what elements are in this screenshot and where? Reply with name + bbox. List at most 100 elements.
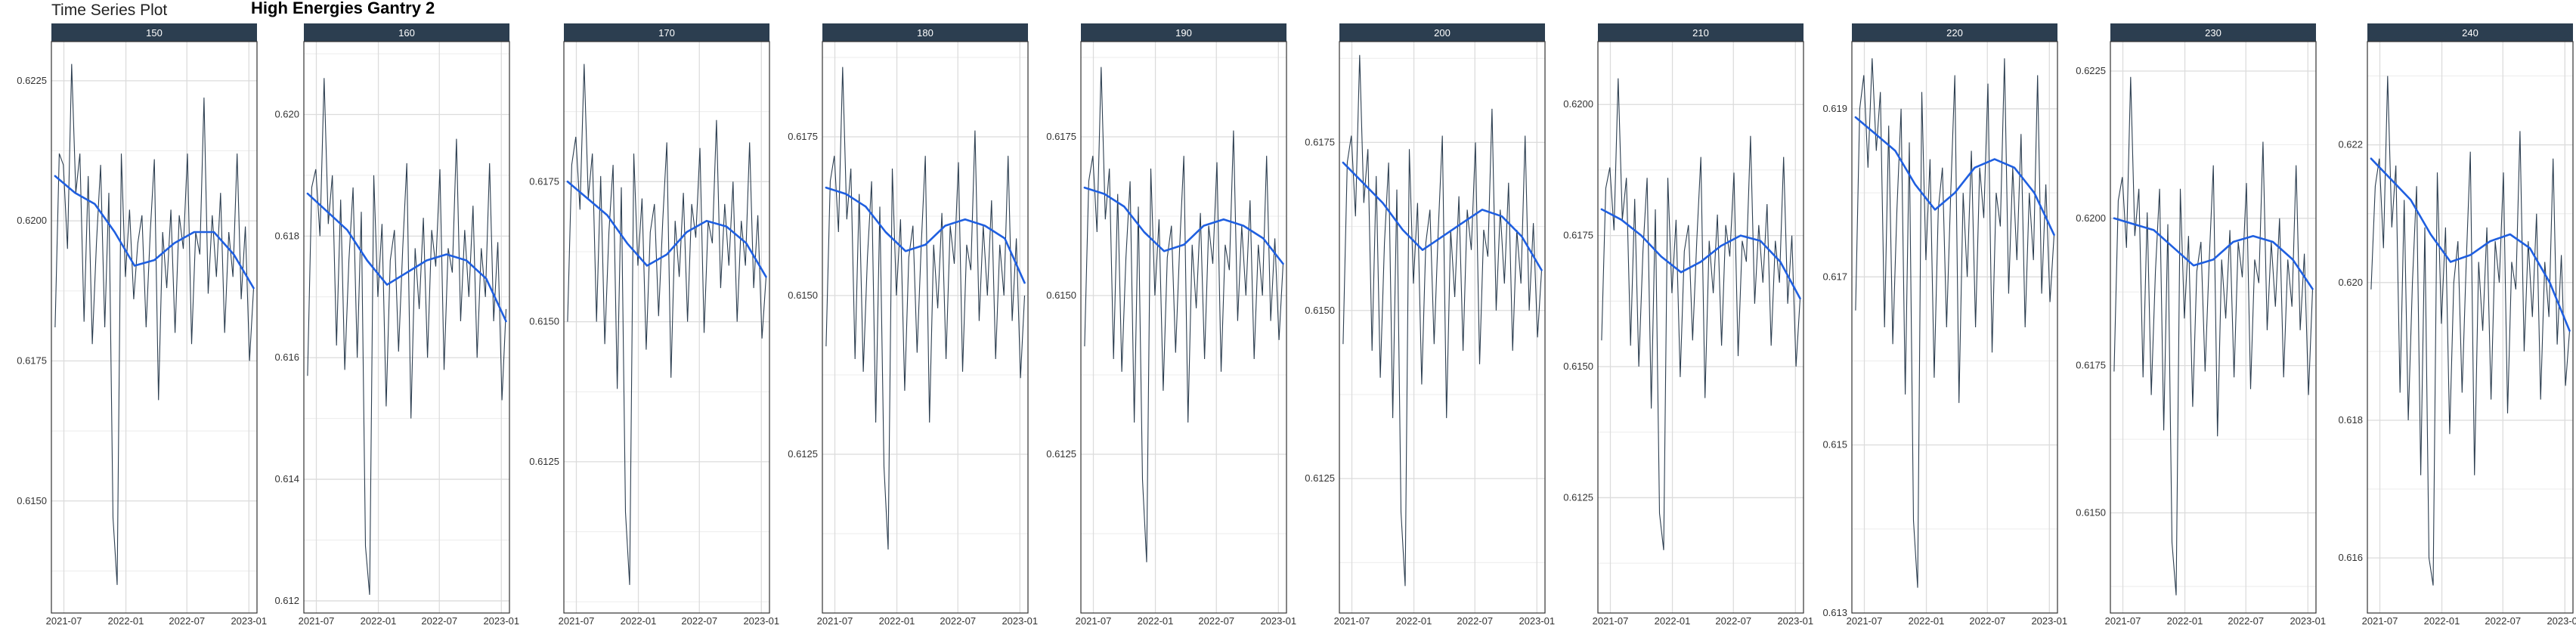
y-tick-label: 0.614	[274, 473, 299, 485]
x-tick-label: 2022-07	[1715, 615, 1751, 627]
facet-strip-label: 180	[917, 27, 933, 39]
x-tick-label: 2022-07	[940, 615, 976, 627]
panel-border	[2367, 41, 2574, 614]
x-tick-label: 2022-01	[1655, 615, 1691, 627]
y-tick-label: 0.6150	[2076, 507, 2106, 519]
panel-border	[303, 41, 510, 614]
y-tick-label: 0.6200	[1563, 98, 1593, 110]
y-tick-label: 0.620	[2338, 277, 2363, 288]
facet-strip	[1081, 23, 1286, 42]
smooth-trend-line	[1600, 208, 1801, 300]
facet-strip	[564, 23, 769, 42]
y-tick-label: 0.6200	[2076, 212, 2106, 224]
x-tick-label: 2022-07	[421, 615, 457, 627]
y-tick-label: 0.6175	[1305, 136, 1335, 147]
y-tick-label: 0.6150	[1046, 289, 1076, 301]
x-tick-label: 2022-01	[879, 615, 915, 627]
facet-strip-label: 240	[2462, 27, 2478, 39]
y-tick-label: 0.618	[274, 230, 299, 241]
y-tick-label: 0.6150	[1305, 305, 1335, 316]
y-tick-label: 0.6125	[788, 448, 818, 460]
x-tick-label: 2023-01	[2031, 615, 2067, 627]
x-tick-label: 2021-07	[817, 615, 853, 627]
y-tick-label: 0.6200	[17, 215, 47, 226]
panel-border	[51, 41, 258, 614]
y-tick-label: 0.6150	[788, 289, 818, 301]
facet-panel-180: 180 0.6125 0.6150 0.6175 2021-07 2022-01 2022-…	[788, 23, 1038, 627]
y-tick-label: 0.6175	[1563, 230, 1593, 241]
smooth-trend-line	[1854, 116, 2055, 237]
facet-panel-160: 160 0.612 0.614 0.616 0.618 0.620 2021-07 2022-…	[274, 23, 519, 627]
smooth-trend-line	[2113, 217, 2314, 290]
x-tick-label: 2022-07	[1969, 615, 2005, 627]
raw-series-line	[1342, 54, 1543, 587]
facet-strip-label: 220	[1946, 27, 1963, 39]
x-tick-label: 2023-01	[231, 615, 267, 627]
x-tick-label: 2022-07	[681, 615, 717, 627]
panel-background	[304, 42, 509, 613]
x-tick-label: 2022-07	[1198, 615, 1234, 627]
facet-panel-210: 210 0.6125 0.6150 0.6175 0.6200 2021-07 2022-0…	[1563, 23, 1813, 627]
facet-strip	[1339, 23, 1545, 42]
panel-border	[1080, 41, 1287, 614]
plot-heading: High Energies Gantry 2	[251, 0, 435, 17]
y-tick-label: 0.6225	[2076, 65, 2106, 76]
facet-strip	[1598, 23, 1804, 42]
panel-background	[51, 42, 257, 613]
raw-series-line	[307, 78, 507, 595]
smooth-trend-line	[1342, 161, 1543, 271]
facet-strip	[822, 23, 1028, 42]
x-tick-label: 2022-07	[2228, 615, 2264, 627]
facet-panel-170: 170 0.6125 0.6150 0.6175 2021-07 2022-01 2022-…	[529, 23, 779, 627]
facet-strip	[51, 23, 257, 42]
facet-panel-220: 220 0.613 0.615 0.617 0.619 2021-07 2022-01 202…	[1822, 23, 2067, 627]
x-tick-label: 2023-01	[1002, 615, 1038, 627]
facet-panel-190: 190 0.6125 0.6150 0.6175 2021-07 2022-01 2022-…	[1046, 23, 1296, 627]
smooth-trend-line	[2370, 157, 2571, 332]
facet-strip-label: 170	[658, 27, 675, 39]
y-tick-label: 0.612	[274, 595, 299, 606]
smooth-trend-line	[825, 186, 1026, 284]
x-tick-label: 2021-07	[46, 615, 82, 627]
y-tick-label: 0.6125	[1563, 491, 1593, 503]
facet-strip-label: 230	[2205, 27, 2221, 39]
raw-series-line	[825, 67, 1026, 550]
page-title: Time Series Plot	[51, 2, 168, 19]
smooth-trend-line	[566, 181, 767, 278]
y-tick-label: 0.619	[1822, 103, 1847, 114]
x-tick-label: 2021-07	[1076, 615, 1112, 627]
facet-strip-label: 190	[1175, 27, 1192, 39]
panel-border	[1339, 41, 1546, 614]
y-tick-label: 0.6150	[529, 316, 559, 327]
y-tick-label: 0.622	[2338, 139, 2363, 150]
facet-strip-label: 160	[398, 27, 415, 39]
raw-series-line	[2113, 76, 2314, 596]
smooth-trend-line	[306, 192, 507, 323]
x-tick-label: 2023-01	[1777, 615, 1813, 627]
panel-border	[822, 41, 1029, 614]
raw-series-line	[567, 63, 767, 585]
y-tick-label: 0.618	[2338, 414, 2363, 426]
x-tick-label: 2022-07	[1457, 615, 1493, 627]
x-tick-label: 2023-01	[743, 615, 779, 627]
panel-background	[2367, 42, 2573, 613]
x-tick-label: 2023-01	[2290, 615, 2326, 627]
y-tick-label: 0.6175	[17, 355, 47, 366]
panel-border	[2110, 41, 2317, 614]
y-tick-label: 0.616	[274, 351, 299, 363]
x-tick-label: 2022-01	[1138, 615, 1174, 627]
facet-strip-label: 200	[1434, 27, 1451, 39]
facet-strip-label: 150	[146, 27, 163, 39]
x-tick-label: 2022-01	[2424, 615, 2460, 627]
x-tick-label: 2021-07	[299, 615, 335, 627]
x-tick-label: 2021-07	[1593, 615, 1629, 627]
facet-panel-200: 200 0.6125 0.6150 0.6175 2021-07 2022-01 2022-…	[1305, 23, 1555, 627]
raw-series-line	[1601, 78, 1801, 550]
facet-panel-150: 150 0.6150 0.6175 0.6200 0.6225 2021-07 2022-0…	[17, 23, 267, 627]
facet-panel-240: 240 0.616 0.618 0.620 0.622 2021-07 2022-01 202…	[2338, 23, 2576, 627]
panel-border	[1851, 41, 2058, 614]
x-tick-label: 2023-01	[1519, 615, 1555, 627]
y-tick-label: 0.6175	[529, 175, 559, 187]
facet-strip-label: 210	[1692, 27, 1709, 39]
